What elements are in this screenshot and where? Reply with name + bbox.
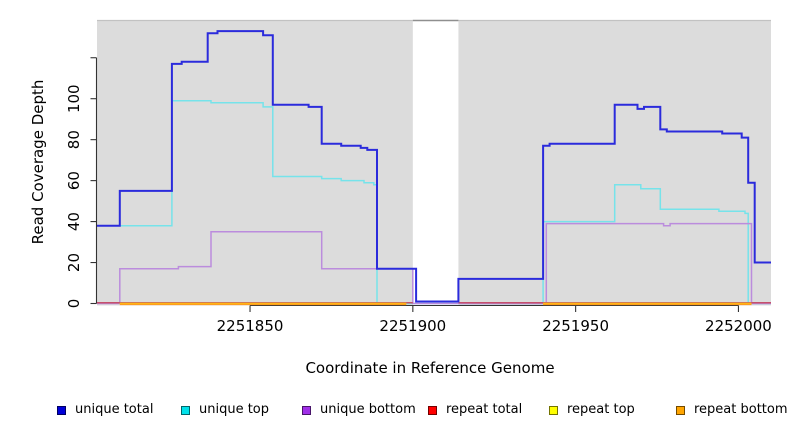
repeat-top-swatch-icon — [549, 405, 558, 415]
unique-top-swatch-icon — [181, 405, 190, 415]
y-tick-label: 100 — [65, 84, 83, 113]
series-unique-top — [97, 99, 771, 305]
legend-label: unique bottom — [320, 402, 416, 417]
legend-item-unique-total: unique total — [57, 401, 153, 419]
plot-panel — [458, 20, 771, 306]
plot-panel — [97, 20, 413, 306]
legend-label: repeat top — [567, 402, 635, 417]
legend-label: unique total — [75, 402, 154, 417]
y-tick-label: 40 — [65, 212, 83, 231]
repeat-bottom-swatch-icon — [676, 405, 685, 415]
legend-item-repeat-top: repeat top — [549, 401, 635, 419]
repeat-total-swatch-icon — [428, 405, 437, 415]
legend-item-unique-bottom: unique bottom — [302, 401, 416, 419]
y-axis-title: Read Coverage Depth — [29, 79, 47, 245]
legend-label: repeat total — [446, 402, 523, 417]
legend-item-unique-top: unique top — [181, 401, 269, 419]
legend: unique total unique top unique bottom re… — [0, 401, 792, 423]
x-tick-label: 2251850 — [217, 317, 284, 335]
y-tick-label: 20 — [65, 253, 83, 272]
legend-label: unique top — [199, 402, 270, 417]
x-tick-label: 2251900 — [379, 317, 446, 335]
legend-item-repeat-total: repeat total — [428, 401, 522, 419]
unique-bottom-swatch-icon — [302, 405, 311, 415]
y-tick-label: 60 — [65, 171, 83, 190]
y-tick-label: 80 — [65, 130, 83, 149]
x-tick-label: 2251950 — [542, 317, 609, 335]
legend-item-repeat-bottom: repeat bottom — [676, 401, 788, 419]
y-tick-label: 0 — [65, 299, 83, 309]
series-unique-bottom — [97, 222, 771, 305]
x-axis-title: Coordinate in Reference Genome — [305, 359, 555, 377]
x-tick-label: 2252000 — [705, 317, 772, 335]
series-unique-total — [97, 30, 771, 303]
legend-label: repeat bottom — [694, 402, 788, 417]
unique-total-swatch-icon — [57, 405, 66, 415]
